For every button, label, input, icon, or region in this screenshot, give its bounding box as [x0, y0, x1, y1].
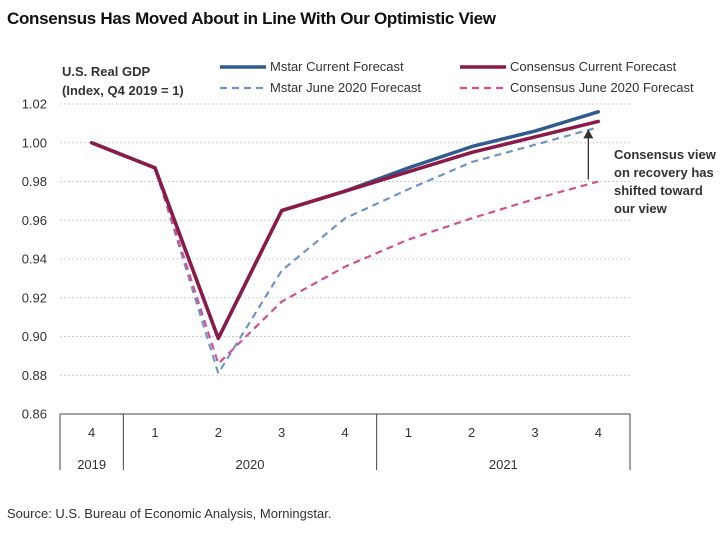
legend-label-mstar-current-forecast: Mstar Current Forecast	[270, 59, 404, 74]
quarter-label: 3	[531, 425, 538, 440]
y-tick-label: 0.90	[22, 329, 47, 344]
legend-label-consensus-current-forecast: Consensus Current Forecast	[510, 59, 677, 74]
y-tick-label: 0.98	[22, 174, 47, 189]
quarter-label: 2	[468, 425, 475, 440]
year-label: 2021	[489, 457, 518, 472]
annotation-text-line: shifted toward	[614, 183, 703, 198]
quarter-label: 1	[405, 425, 412, 440]
y-tick-label: 1.02	[22, 97, 47, 112]
series-layer	[89, 110, 601, 375]
source-note: Source: U.S. Bureau of Economic Analysis…	[7, 506, 332, 521]
annotation-text-line: our view	[614, 201, 668, 216]
series-line-consensus-current-forecast	[89, 119, 601, 341]
quarter-label: 4	[595, 425, 602, 440]
y-tick-label: 0.86	[22, 407, 47, 422]
annotation-text-line: on recovery has	[614, 165, 714, 180]
legend-label-consensus-june-2020-forecast: Consensus June 2020 Forecast	[510, 80, 694, 95]
quarter-label: 1	[151, 425, 158, 440]
axis-layer: 1.02 1.00 0.98 0.96 0.94 0.92 0.90 0.88 0.86 2019…	[22, 97, 631, 472]
quarter-label: 3	[278, 425, 285, 440]
year-label: 2019	[77, 457, 106, 472]
y-tick-label: 1.00	[22, 135, 47, 150]
y-tick-label: 0.88	[22, 368, 47, 383]
grid-layer	[60, 103, 630, 376]
series-line-mstar-current-forecast	[89, 110, 601, 341]
quarter-label: 4	[341, 425, 348, 440]
legend-label-mstar-june-2020-forecast: Mstar June 2020 Forecast	[270, 80, 421, 95]
y-tick-label: 0.94	[22, 252, 47, 267]
legend-layer: Mstar Current Forecast Consensus Current …	[220, 59, 694, 95]
annotation-arrow-head	[583, 129, 594, 139]
annotation-text-line: Consensus view	[614, 147, 717, 162]
annotation-layer: Consensus view on recovery has shifted tow…	[583, 129, 717, 216]
series-line-mstar-june-2020-forecast	[91, 126, 599, 375]
quarter-label: 2	[215, 425, 222, 440]
y-tick-label: 0.92	[22, 290, 47, 305]
y-axis-label-line1: U.S. Real GDP	[62, 64, 150, 79]
quarter-label: 4	[88, 425, 95, 440]
series-line-consensus-june-2020-forecast	[91, 141, 599, 365]
y-axis-label-line2: (Index, Q4 2019 = 1)	[62, 83, 184, 98]
y-tick-label: 0.96	[22, 213, 47, 228]
chart-title: Consensus Has Moved About in Line With O…	[7, 9, 496, 28]
year-label: 2020	[236, 457, 265, 472]
